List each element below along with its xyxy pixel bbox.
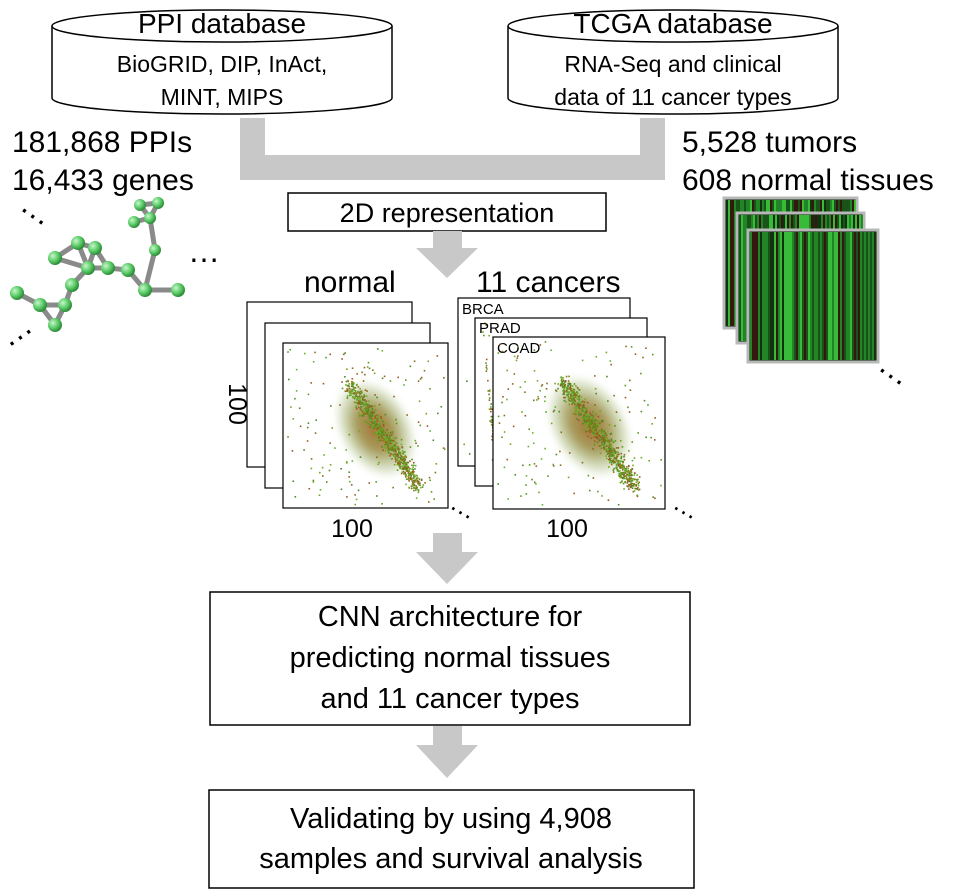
down-arrow-2 bbox=[416, 533, 478, 584]
cancer-type-coad: COAD bbox=[497, 340, 541, 357]
tcga-database-cylinder: TCGA database RNA-Seq and clinical data … bbox=[507, 8, 839, 115]
normal-scatter-points bbox=[287, 348, 446, 506]
ppi-network-graph bbox=[10, 197, 185, 332]
validation-box-line1: Validating by using 4,908 bbox=[290, 803, 612, 835]
cnn-box-line2: predicting normal tissues bbox=[290, 642, 611, 674]
step-2d-representation-box bbox=[287, 192, 607, 232]
tcga-database-title: TCGA database bbox=[573, 8, 772, 39]
cnn-architecture-box bbox=[209, 591, 691, 726]
normal-label: normal bbox=[304, 266, 396, 299]
cancers-label: 11 cancers bbox=[476, 266, 621, 299]
ppi-database-sources-line2: MINT, MIPS bbox=[161, 84, 284, 110]
tcga-database-content-line1: RNA-Seq and clinical bbox=[564, 51, 781, 77]
down-arrow-3 bbox=[416, 726, 478, 778]
ppi-database-cylinder: PPI database BioGRID, DIP, InAct, MINT, … bbox=[51, 8, 393, 115]
normal-tissue-count: 608 normal tissues bbox=[682, 164, 934, 197]
ppi-database-title: PPI database bbox=[138, 8, 306, 39]
validation-box-line2: samples and survival analysis bbox=[259, 843, 643, 875]
cancer-type-prad: PRAD bbox=[479, 320, 521, 337]
validation-box bbox=[208, 789, 695, 889]
step-2d-representation-label: 2D representation bbox=[340, 198, 555, 228]
cancer-image-stack: BRCA PRAD COAD bbox=[457, 297, 666, 510]
expression-heatmap-stack bbox=[722, 196, 880, 364]
normal-image-stack bbox=[246, 301, 449, 509]
network-ellipsis-right: … bbox=[188, 233, 220, 269]
heatmap-ellipsis: … bbox=[873, 345, 920, 393]
cnn-box-line3: and 11 cancer types bbox=[320, 683, 579, 715]
cnn-box-line1: CNN architecture for bbox=[318, 601, 583, 633]
dimension-horizontal-label-normal: 100 bbox=[331, 515, 373, 543]
tcga-database-content-line2: data of 11 cancer types bbox=[554, 84, 791, 110]
tumor-count: 5,528 tumors bbox=[682, 126, 857, 159]
merge-connector bbox=[240, 118, 665, 180]
dimension-horizontal-label-cancer: 100 bbox=[546, 515, 588, 543]
cancer-stack-ellipsis: … bbox=[668, 487, 706, 526]
cancer-front-scatter-points bbox=[497, 341, 662, 506]
normal-stack-ellipsis: … bbox=[445, 487, 483, 526]
dimension-vertical-label: 100 bbox=[223, 383, 251, 425]
ppi-database-sources-line1: BioGRID, DIP, InAct, bbox=[117, 51, 327, 77]
down-arrow-1 bbox=[416, 231, 478, 278]
network-ellipsis-left: … bbox=[0, 306, 38, 354]
gene-count: 16,433 genes bbox=[12, 164, 194, 197]
heatmap-front-columns bbox=[750, 232, 876, 360]
cancer-type-brca: BRCA bbox=[462, 301, 504, 318]
ppi-count: 181,868 PPIs bbox=[12, 126, 192, 159]
